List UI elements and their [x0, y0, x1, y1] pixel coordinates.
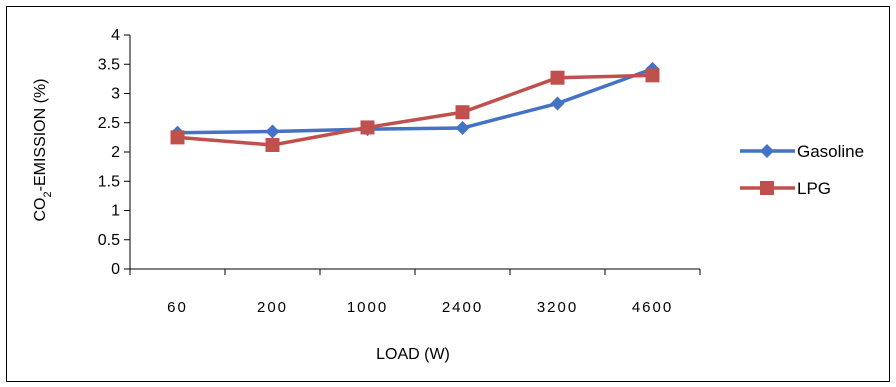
- data-point-lpg: [455, 105, 470, 120]
- x-tick-label: 2400: [442, 299, 483, 316]
- legend-swatch-marker: [760, 144, 774, 158]
- y-tick-label: 2.5: [98, 115, 120, 132]
- y-tick-label: 3: [111, 86, 120, 103]
- y-tick-label: 1: [111, 203, 120, 220]
- data-point-gasoline: [455, 121, 470, 136]
- y-tick-labels: 0 0.5 1 1.5 2 2.5 3 3.5 4: [98, 27, 120, 278]
- legend: Gasoline LPG: [740, 142, 864, 198]
- data-point-lpg: [265, 137, 280, 152]
- legend-label: Gasoline: [797, 142, 864, 161]
- x-axis-title: LOAD (W): [376, 346, 450, 363]
- x-tick-label: 3200: [537, 299, 578, 316]
- data-point-lpg: [170, 130, 185, 145]
- series-line-lpg: [177, 73, 653, 147]
- legend-item-lpg: LPG: [740, 179, 831, 198]
- x-tick-label: 200: [257, 299, 288, 316]
- y-tick-label: 0.5: [98, 232, 120, 249]
- y-tick-label: 4: [111, 27, 120, 44]
- axes: [124, 34, 701, 275]
- series-lpg: [170, 68, 660, 152]
- x-tick-label: 60: [167, 299, 188, 316]
- y-tick-label: 1.5: [98, 173, 120, 190]
- series-line-gasoline: [177, 67, 654, 135]
- y-axis-title: CO2-EMISSION (%): [32, 78, 54, 221]
- legend-label: LPG: [797, 179, 831, 198]
- legend-item-gasoline: Gasoline: [740, 142, 864, 161]
- chart-frame: [6, 6, 890, 382]
- y-tick-label: 0: [111, 261, 120, 278]
- y-tick-label: 2: [111, 144, 120, 161]
- x-tick-labels: 60 200 1000 2400 3200 4600: [167, 299, 673, 316]
- data-point-gasoline: [550, 96, 565, 111]
- series-gasoline: [170, 61, 660, 140]
- data-point-lpg: [550, 70, 565, 85]
- series-group: [170, 61, 660, 152]
- x-tick-label: 4600: [632, 299, 673, 316]
- data-point-lpg: [645, 68, 660, 83]
- y-tick-label: 3.5: [98, 56, 120, 73]
- data-point-lpg: [360, 120, 375, 135]
- x-tick-label: 1000: [347, 299, 388, 316]
- data-point-gasoline: [265, 124, 280, 139]
- legend-swatch-marker: [760, 181, 774, 195]
